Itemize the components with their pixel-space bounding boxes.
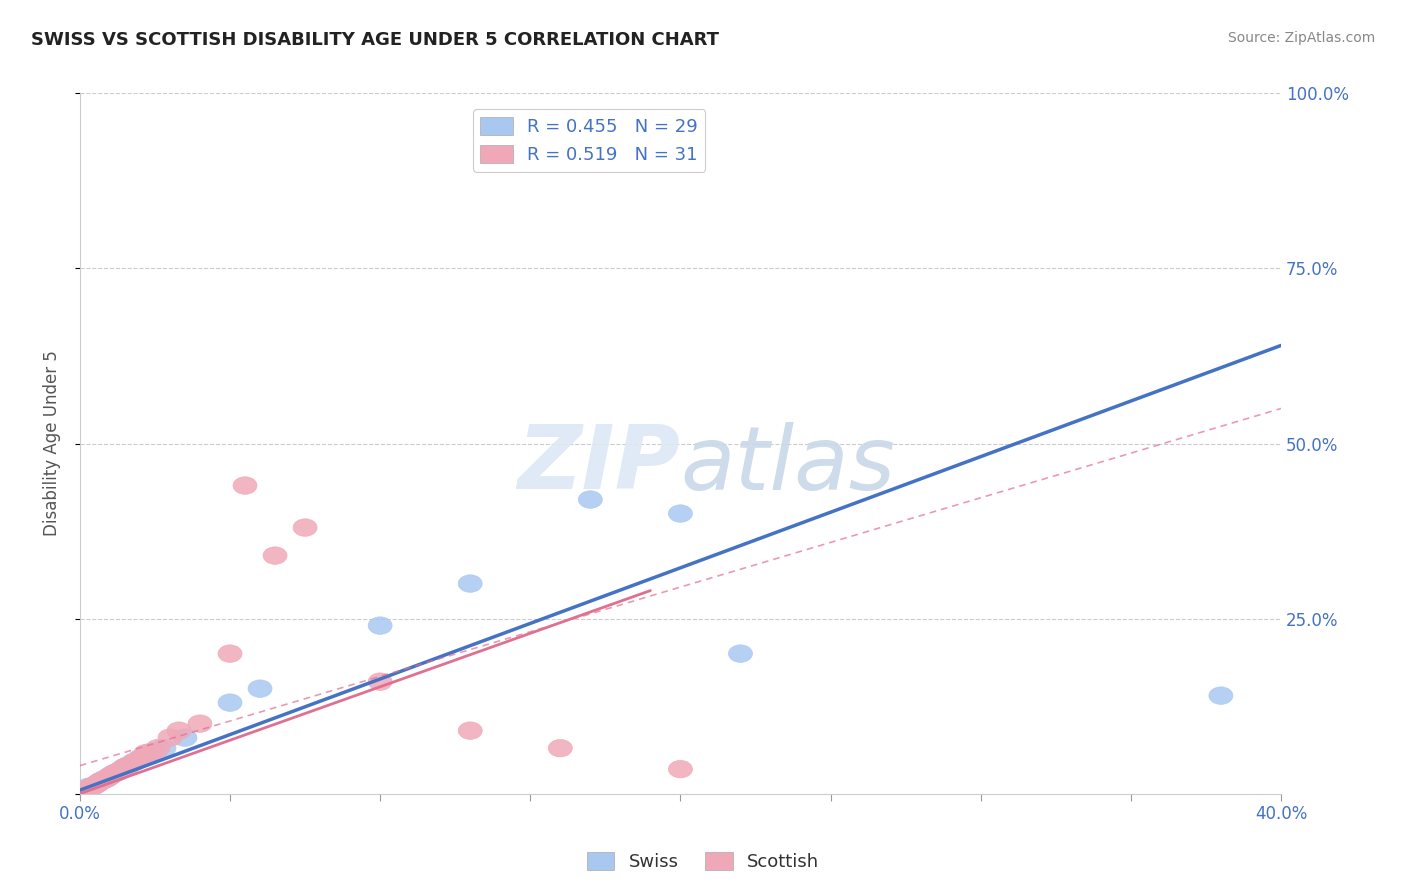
Ellipse shape <box>128 750 152 767</box>
Ellipse shape <box>122 754 146 771</box>
Text: ZIP: ZIP <box>517 421 681 508</box>
Ellipse shape <box>112 758 136 776</box>
Ellipse shape <box>70 781 94 799</box>
Text: atlas: atlas <box>681 422 896 508</box>
Ellipse shape <box>668 505 692 523</box>
Ellipse shape <box>98 767 122 785</box>
Y-axis label: Disability Age Under 5: Disability Age Under 5 <box>44 351 60 536</box>
Ellipse shape <box>218 694 242 712</box>
Ellipse shape <box>167 722 191 739</box>
Ellipse shape <box>136 747 160 764</box>
Ellipse shape <box>233 477 257 494</box>
Ellipse shape <box>578 491 602 508</box>
Text: Source: ZipAtlas.com: Source: ZipAtlas.com <box>1227 31 1375 45</box>
Ellipse shape <box>146 739 170 757</box>
Ellipse shape <box>247 680 271 698</box>
Ellipse shape <box>86 774 110 792</box>
Ellipse shape <box>77 780 101 797</box>
Legend: R = 0.455   N = 29, R = 0.519   N = 31: R = 0.455 N = 29, R = 0.519 N = 31 <box>474 110 706 171</box>
Ellipse shape <box>104 764 128 781</box>
Ellipse shape <box>94 770 120 787</box>
Ellipse shape <box>128 750 152 767</box>
Ellipse shape <box>98 767 122 785</box>
Ellipse shape <box>458 722 482 739</box>
Ellipse shape <box>548 739 572 757</box>
Ellipse shape <box>107 763 131 780</box>
Ellipse shape <box>75 781 98 799</box>
Ellipse shape <box>104 764 128 781</box>
Ellipse shape <box>292 519 318 536</box>
Ellipse shape <box>110 760 134 778</box>
Ellipse shape <box>80 778 104 796</box>
Ellipse shape <box>1209 687 1233 705</box>
Ellipse shape <box>122 754 146 771</box>
Ellipse shape <box>83 777 107 794</box>
Ellipse shape <box>173 729 197 747</box>
Ellipse shape <box>112 758 136 776</box>
Ellipse shape <box>86 774 110 792</box>
Ellipse shape <box>368 617 392 634</box>
Ellipse shape <box>75 781 98 799</box>
Ellipse shape <box>152 739 176 757</box>
Ellipse shape <box>77 780 101 797</box>
Ellipse shape <box>263 547 287 565</box>
Ellipse shape <box>368 673 392 690</box>
Ellipse shape <box>458 574 482 592</box>
Ellipse shape <box>115 757 141 774</box>
Ellipse shape <box>91 771 115 789</box>
Ellipse shape <box>89 772 112 789</box>
Ellipse shape <box>188 714 212 732</box>
Ellipse shape <box>101 765 125 783</box>
Ellipse shape <box>80 778 104 796</box>
Ellipse shape <box>157 729 181 747</box>
Text: SWISS VS SCOTTISH DISABILITY AGE UNDER 5 CORRELATION CHART: SWISS VS SCOTTISH DISABILITY AGE UNDER 5… <box>31 31 718 49</box>
Ellipse shape <box>115 757 141 774</box>
Ellipse shape <box>94 770 120 787</box>
Ellipse shape <box>728 645 752 663</box>
Ellipse shape <box>70 781 94 799</box>
Legend: Swiss, Scottish: Swiss, Scottish <box>579 845 827 879</box>
Ellipse shape <box>668 760 692 778</box>
Ellipse shape <box>89 772 112 789</box>
Ellipse shape <box>218 645 242 663</box>
Ellipse shape <box>83 777 107 794</box>
Ellipse shape <box>143 743 167 760</box>
Ellipse shape <box>141 743 165 760</box>
Ellipse shape <box>134 744 157 762</box>
Ellipse shape <box>91 771 115 789</box>
Ellipse shape <box>77 778 101 796</box>
